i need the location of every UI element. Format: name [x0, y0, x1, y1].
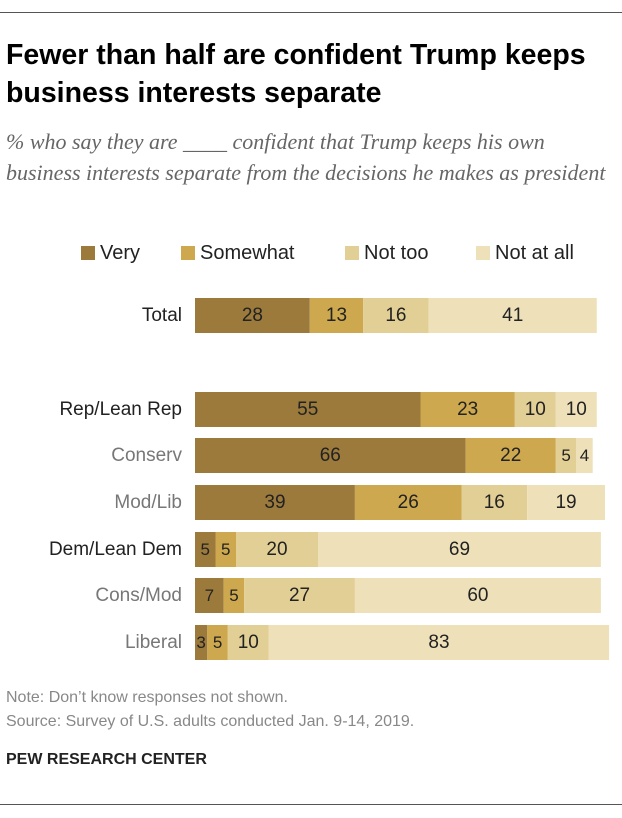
category-label: Liberal	[125, 632, 182, 653]
bar-segment	[555, 438, 577, 473]
category-label: Cons/Mod	[95, 585, 182, 606]
data-label: 10	[238, 632, 259, 653]
bar-segment	[223, 578, 245, 613]
bar-segment	[195, 578, 224, 613]
top-rule	[0, 12, 622, 13]
legend-label-not-at-all: Not at all	[495, 241, 574, 264]
bar-segment	[514, 392, 556, 427]
data-label: 83	[428, 632, 449, 653]
category-label: Mod/Lib	[114, 492, 182, 513]
data-label: 5	[221, 540, 230, 559]
bar-segment	[207, 625, 228, 660]
bar-segment	[195, 438, 466, 473]
legend-item-very: Very	[81, 240, 140, 266]
bar-segment	[236, 532, 318, 567]
data-label: 10	[525, 399, 546, 420]
bar-segment	[309, 298, 364, 333]
bottom-rule	[0, 804, 622, 805]
data-label: 66	[320, 445, 341, 466]
data-label: 22	[500, 445, 521, 466]
bar-segment	[318, 532, 601, 567]
bar-segment	[461, 485, 528, 520]
legend-swatch-somewhat	[181, 246, 195, 260]
bar-segment	[576, 438, 593, 473]
bar-segment	[195, 392, 421, 427]
legend-label-somewhat: Somewhat	[200, 241, 295, 264]
data-label: 60	[467, 585, 488, 606]
data-label: 20	[266, 539, 287, 560]
legend-swatch-not-at-all	[476, 246, 490, 260]
bar-segment	[195, 298, 310, 333]
data-label: 10	[566, 399, 587, 420]
bar-segment	[227, 625, 269, 660]
data-label: 5	[213, 633, 222, 652]
bar-segment	[195, 532, 216, 567]
chart-title: Fewer than half are confident Trump keep…	[6, 39, 586, 109]
bar-segment	[428, 298, 597, 333]
bar-segment	[420, 392, 515, 427]
data-label: 26	[398, 492, 419, 513]
bar-segment	[195, 625, 208, 660]
data-label: 16	[484, 492, 505, 513]
legend: Very Somewhat Not too Not at all	[0, 240, 622, 266]
legend-item-not-at-all: Not at all	[476, 240, 574, 266]
bar-segment	[527, 485, 605, 520]
data-label: 16	[385, 305, 406, 326]
bar-segment	[354, 485, 462, 520]
bar-segment	[244, 578, 355, 613]
legend-label-very: Very	[100, 241, 141, 264]
bar-segment	[354, 578, 601, 613]
legend-swatch-very	[81, 246, 95, 260]
bar-segment	[268, 625, 610, 660]
legend-label-not-too: Not too	[364, 241, 429, 264]
chart-subtitle: % who say they are ____ confident that T…	[6, 129, 606, 185]
note-text: Note: Don’t know responses not shown.	[6, 689, 288, 706]
data-label: 41	[502, 305, 523, 326]
bar-segment	[555, 392, 597, 427]
data-label: 39	[264, 492, 285, 513]
data-label: 13	[326, 305, 347, 326]
category-label: Dem/Lean Dem	[49, 539, 182, 560]
bar-segment	[195, 485, 355, 520]
data-label: 5	[201, 540, 210, 559]
legend-swatch-not-too	[345, 246, 359, 260]
data-label: 3	[196, 633, 205, 652]
data-label: 55	[297, 399, 318, 420]
data-label: 4	[580, 446, 589, 465]
brand-logo-text: PEW RESEARCH CENTER	[6, 751, 207, 768]
source-text: Source: Survey of U.S. adults conducted …	[6, 713, 415, 730]
data-label: 7	[205, 586, 214, 605]
data-label: 19	[555, 492, 576, 513]
bar-segment	[215, 532, 236, 567]
data-label: 23	[457, 399, 478, 420]
data-label: 27	[289, 585, 310, 606]
data-label: 5	[561, 446, 570, 465]
legend-item-somewhat: Somewhat	[181, 240, 295, 266]
data-label: 28	[242, 305, 263, 326]
legend-item-not-too: Not too	[345, 240, 428, 266]
category-label: Total	[142, 305, 182, 326]
bar-segment	[363, 298, 429, 333]
bar-segment	[465, 438, 556, 473]
category-label: Rep/Lean Rep	[59, 399, 182, 420]
category-label: Conserv	[111, 445, 182, 466]
data-label: 5	[229, 586, 238, 605]
data-label: 69	[449, 539, 470, 560]
